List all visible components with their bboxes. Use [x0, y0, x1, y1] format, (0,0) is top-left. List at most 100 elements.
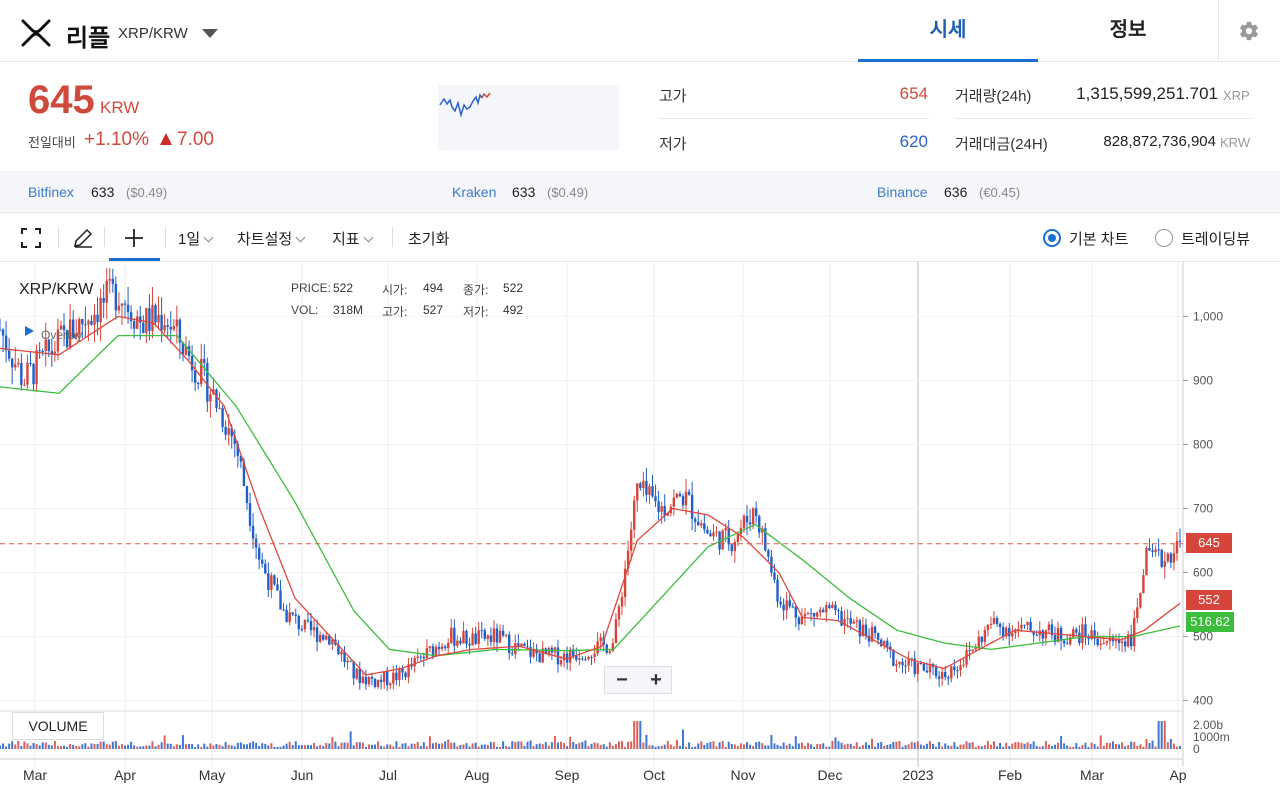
candle-body — [962, 664, 965, 666]
volume-bar — [322, 745, 325, 749]
candle-body — [913, 658, 916, 674]
volume-bar — [108, 744, 111, 749]
tab-info[interactable]: 정보 — [1109, 19, 1147, 41]
tradingview-radio[interactable] — [1155, 229, 1173, 247]
tradingview-label[interactable]: 트레이딩뷰 — [1181, 231, 1251, 248]
volume-bar — [486, 744, 489, 749]
candle-body — [861, 624, 865, 637]
interval-dropdown[interactable]: 1일 — [178, 228, 214, 249]
pair-selector[interactable]: XRP/KRW — [118, 25, 188, 42]
volume-bar — [654, 746, 657, 749]
price-chart[interactable]: 1,000 900 800 700 600 500 400 2.00b 1000m 0 Mar Apr… — [0, 262, 1280, 795]
candle-body — [456, 640, 459, 646]
volume-bar — [358, 742, 361, 749]
candle-body — [803, 613, 807, 617]
candle-body — [1145, 548, 1148, 576]
volume-bar — [282, 745, 285, 749]
exchange-price: 633 — [91, 184, 115, 200]
volume-bar — [514, 741, 517, 749]
exchange-name[interactable]: Binance — [877, 184, 928, 200]
volume-bar — [791, 746, 794, 749]
volume-bar — [993, 741, 996, 749]
volume-bar — [209, 743, 212, 749]
volume-bar — [367, 744, 370, 749]
exchange-name[interactable]: Bitfinex — [28, 184, 74, 200]
volume-bar — [270, 743, 273, 749]
volume-bar — [267, 745, 270, 749]
volume-bar — [810, 744, 813, 749]
zoom-in-button[interactable]: + — [650, 669, 662, 691]
candle-body — [593, 653, 596, 658]
candle-body — [626, 550, 630, 569]
volume-tick-label: 2.00b — [1193, 718, 1223, 732]
x-tick-label: Jul — [379, 767, 397, 783]
volume-bar — [556, 742, 559, 749]
candle-body — [1020, 624, 1023, 629]
candle-body — [611, 643, 615, 651]
volume-bar — [154, 746, 157, 749]
volume-bar — [145, 745, 148, 749]
chart-settings-dropdown[interactable]: 차트설정 — [237, 228, 306, 249]
chevron-down-icon[interactable] — [202, 29, 218, 38]
candle-body — [1172, 553, 1176, 563]
volume-bar — [178, 744, 181, 749]
volume-bar — [672, 746, 675, 749]
candle-body — [1035, 634, 1038, 636]
candle-body — [489, 635, 493, 642]
chart-settings-label: 차트설정 — [237, 231, 293, 248]
volume-bar — [980, 746, 983, 749]
volume-bar — [977, 745, 980, 749]
candle-body — [59, 325, 63, 330]
volume-bar — [1130, 741, 1133, 749]
candle-body — [29, 362, 32, 364]
reset-button[interactable]: 초기화 — [408, 231, 450, 248]
candle-body — [886, 640, 889, 647]
pencil-icon[interactable] — [72, 227, 94, 249]
basic-chart-radio[interactable] — [1043, 229, 1061, 247]
volume-bar — [56, 746, 59, 749]
volume-bar — [69, 744, 72, 749]
settings-button[interactable] — [1218, 0, 1280, 62]
candle-body — [160, 314, 163, 331]
volume-bar — [273, 746, 276, 749]
y-tick-label: 400 — [1193, 694, 1213, 708]
candle-body — [995, 617, 999, 624]
volume-bar — [517, 741, 520, 749]
candle-body — [907, 658, 910, 666]
zoom-out-button[interactable]: − — [616, 669, 628, 691]
candle-body — [273, 575, 276, 585]
candle-body — [245, 486, 249, 504]
ma-long-tag: 516.62 — [1186, 612, 1234, 632]
overlay-label[interactable]: Overlay — [41, 328, 83, 342]
play-icon[interactable] — [25, 326, 34, 336]
exchange-name[interactable]: Kraken — [452, 184, 497, 200]
indicators-dropdown[interactable]: 지표 — [332, 228, 374, 249]
candle-body — [727, 528, 730, 545]
volume-bar — [675, 739, 678, 749]
candle-body — [724, 528, 727, 531]
candle-body — [867, 635, 871, 642]
candle-body — [572, 649, 575, 656]
basic-chart-label[interactable]: 기본 차트 — [1069, 231, 1129, 248]
volume-bar — [755, 742, 758, 749]
volume-bar — [245, 744, 248, 749]
candle-body — [437, 646, 441, 650]
candle-body — [261, 559, 264, 564]
volume-bar — [657, 746, 660, 749]
tab-price[interactable]: 시세 — [858, 0, 1038, 62]
gear-icon[interactable] — [1238, 20, 1260, 42]
fullscreen-icon[interactable] — [20, 227, 42, 249]
volume-label: 거래량(24h) — [955, 88, 1032, 105]
candle-body — [989, 623, 993, 625]
divider — [58, 227, 59, 247]
candle-body — [532, 648, 535, 657]
candle-body — [352, 661, 355, 679]
crosshair-icon[interactable] — [123, 227, 145, 249]
volume-bar — [840, 742, 843, 749]
candle-body — [562, 653, 566, 661]
candle-body — [587, 657, 590, 660]
volume-bar — [1005, 742, 1008, 749]
volume-bar — [111, 741, 114, 749]
volume-bar — [871, 738, 874, 749]
